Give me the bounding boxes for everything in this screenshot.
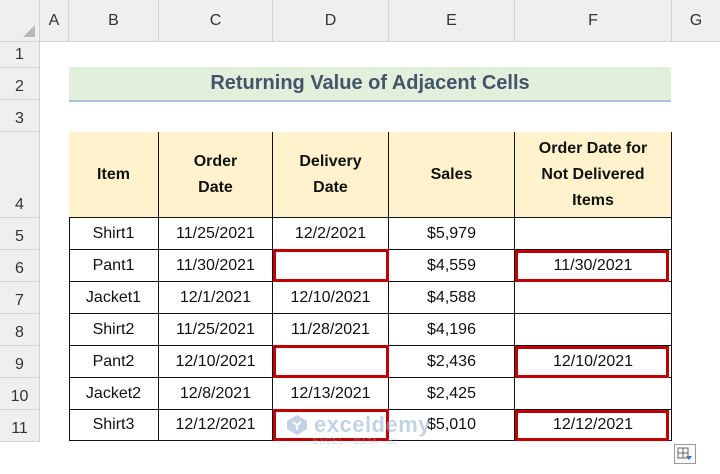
table-cell[interactable]: 11/30/2021 (159, 250, 273, 282)
table-cell[interactable]: 12/13/2021 (273, 378, 389, 410)
table-cell[interactable]: $4,588 (389, 282, 515, 314)
table-cell[interactable] (515, 218, 672, 250)
table-cell[interactable]: $4,559 (389, 250, 515, 282)
table-cell[interactable]: Shirt3 (69, 410, 159, 441)
table-cell[interactable]: $4,196 (389, 314, 515, 346)
highlight-order-date-result (515, 410, 669, 441)
table-cell[interactable] (515, 314, 672, 346)
column-header-g[interactable]: G (672, 0, 720, 42)
table-cell[interactable]: Shirt1 (69, 218, 159, 250)
row-header-1[interactable]: 1 (0, 42, 40, 68)
table-cell[interactable] (515, 282, 672, 314)
table-cell[interactable]: 12/10/2021 (159, 346, 273, 378)
sheet-title[interactable]: Returning Value of Adjacent Cells (69, 67, 671, 102)
watermark-tagline: EXCEL · DATA · BI (313, 437, 398, 446)
table-cell[interactable]: $2,425 (389, 378, 515, 410)
table-cell[interactable]: $2,436 (389, 346, 515, 378)
table-cell[interactable]: Jacket2 (69, 378, 159, 410)
watermark-text: exceldemy (314, 412, 432, 437)
row-header-3[interactable]: 3 (0, 100, 40, 132)
table-cell[interactable]: Pant1 (69, 250, 159, 282)
table-cell[interactable]: $5,010 (389, 410, 515, 441)
row-header-7[interactable]: 7 (0, 282, 40, 314)
row-header-10[interactable]: 10 (0, 378, 40, 410)
quick-analysis-button[interactable] (674, 444, 696, 464)
row-header-6[interactable]: 6 (0, 250, 40, 282)
highlight-order-date-result (515, 346, 669, 378)
header-item[interactable]: Item (69, 132, 159, 218)
column-header-e[interactable]: E (389, 0, 515, 42)
table-cell[interactable]: 12/1/2021 (159, 282, 273, 314)
column-header-f[interactable]: F (515, 0, 672, 42)
highlight-empty-delivery (273, 345, 389, 378)
table-cell[interactable]: 12/2/2021 (273, 218, 389, 250)
header-delivery-date[interactable]: Delivery Date (273, 132, 389, 218)
table-cell[interactable]: 12/8/2021 (159, 378, 273, 410)
column-header-b[interactable]: B (69, 0, 159, 42)
row-header-11[interactable]: 11 (0, 410, 40, 442)
table-cell[interactable]: 12/12/2021 (159, 410, 273, 441)
column-header-c[interactable]: C (159, 0, 273, 42)
table-cell[interactable]: Shirt2 (69, 314, 159, 346)
watermark: exceldemy (286, 412, 431, 438)
select-all-icon (23, 25, 35, 37)
column-header-a[interactable]: A (40, 0, 69, 42)
table-cell[interactable]: 11/25/2021 (159, 314, 273, 346)
quick-analysis-icon (677, 447, 692, 460)
select-all-corner[interactable] (0, 0, 40, 42)
table-cell[interactable]: Jacket1 (69, 282, 159, 314)
table-cell[interactable]: 11/28/2021 (273, 314, 389, 346)
table-cell[interactable]: $5,979 (389, 218, 515, 250)
highlight-empty-delivery (273, 249, 389, 282)
row-header-8[interactable]: 8 (0, 314, 40, 346)
header-order-date[interactable]: Order Date (159, 132, 273, 218)
header-sales[interactable]: Sales (389, 132, 515, 218)
header-order-date-not-delivered[interactable]: Order Date for Not Delivered Items (515, 132, 672, 218)
highlight-order-date-result (515, 250, 669, 282)
table-cell[interactable]: 11/25/2021 (159, 218, 273, 250)
exceldemy-logo-icon (287, 415, 307, 435)
row-header-4[interactable]: 4 (0, 132, 40, 218)
table-cell[interactable]: 12/10/2021 (273, 282, 389, 314)
table-cell[interactable]: Pant2 (69, 346, 159, 378)
column-header-d[interactable]: D (273, 0, 389, 42)
highlight-empty-delivery (273, 409, 389, 441)
table-cell[interactable] (515, 378, 672, 410)
row-header-5[interactable]: 5 (0, 218, 40, 250)
row-header-9[interactable]: 9 (0, 346, 40, 378)
row-header-2[interactable]: 2 (0, 68, 40, 100)
